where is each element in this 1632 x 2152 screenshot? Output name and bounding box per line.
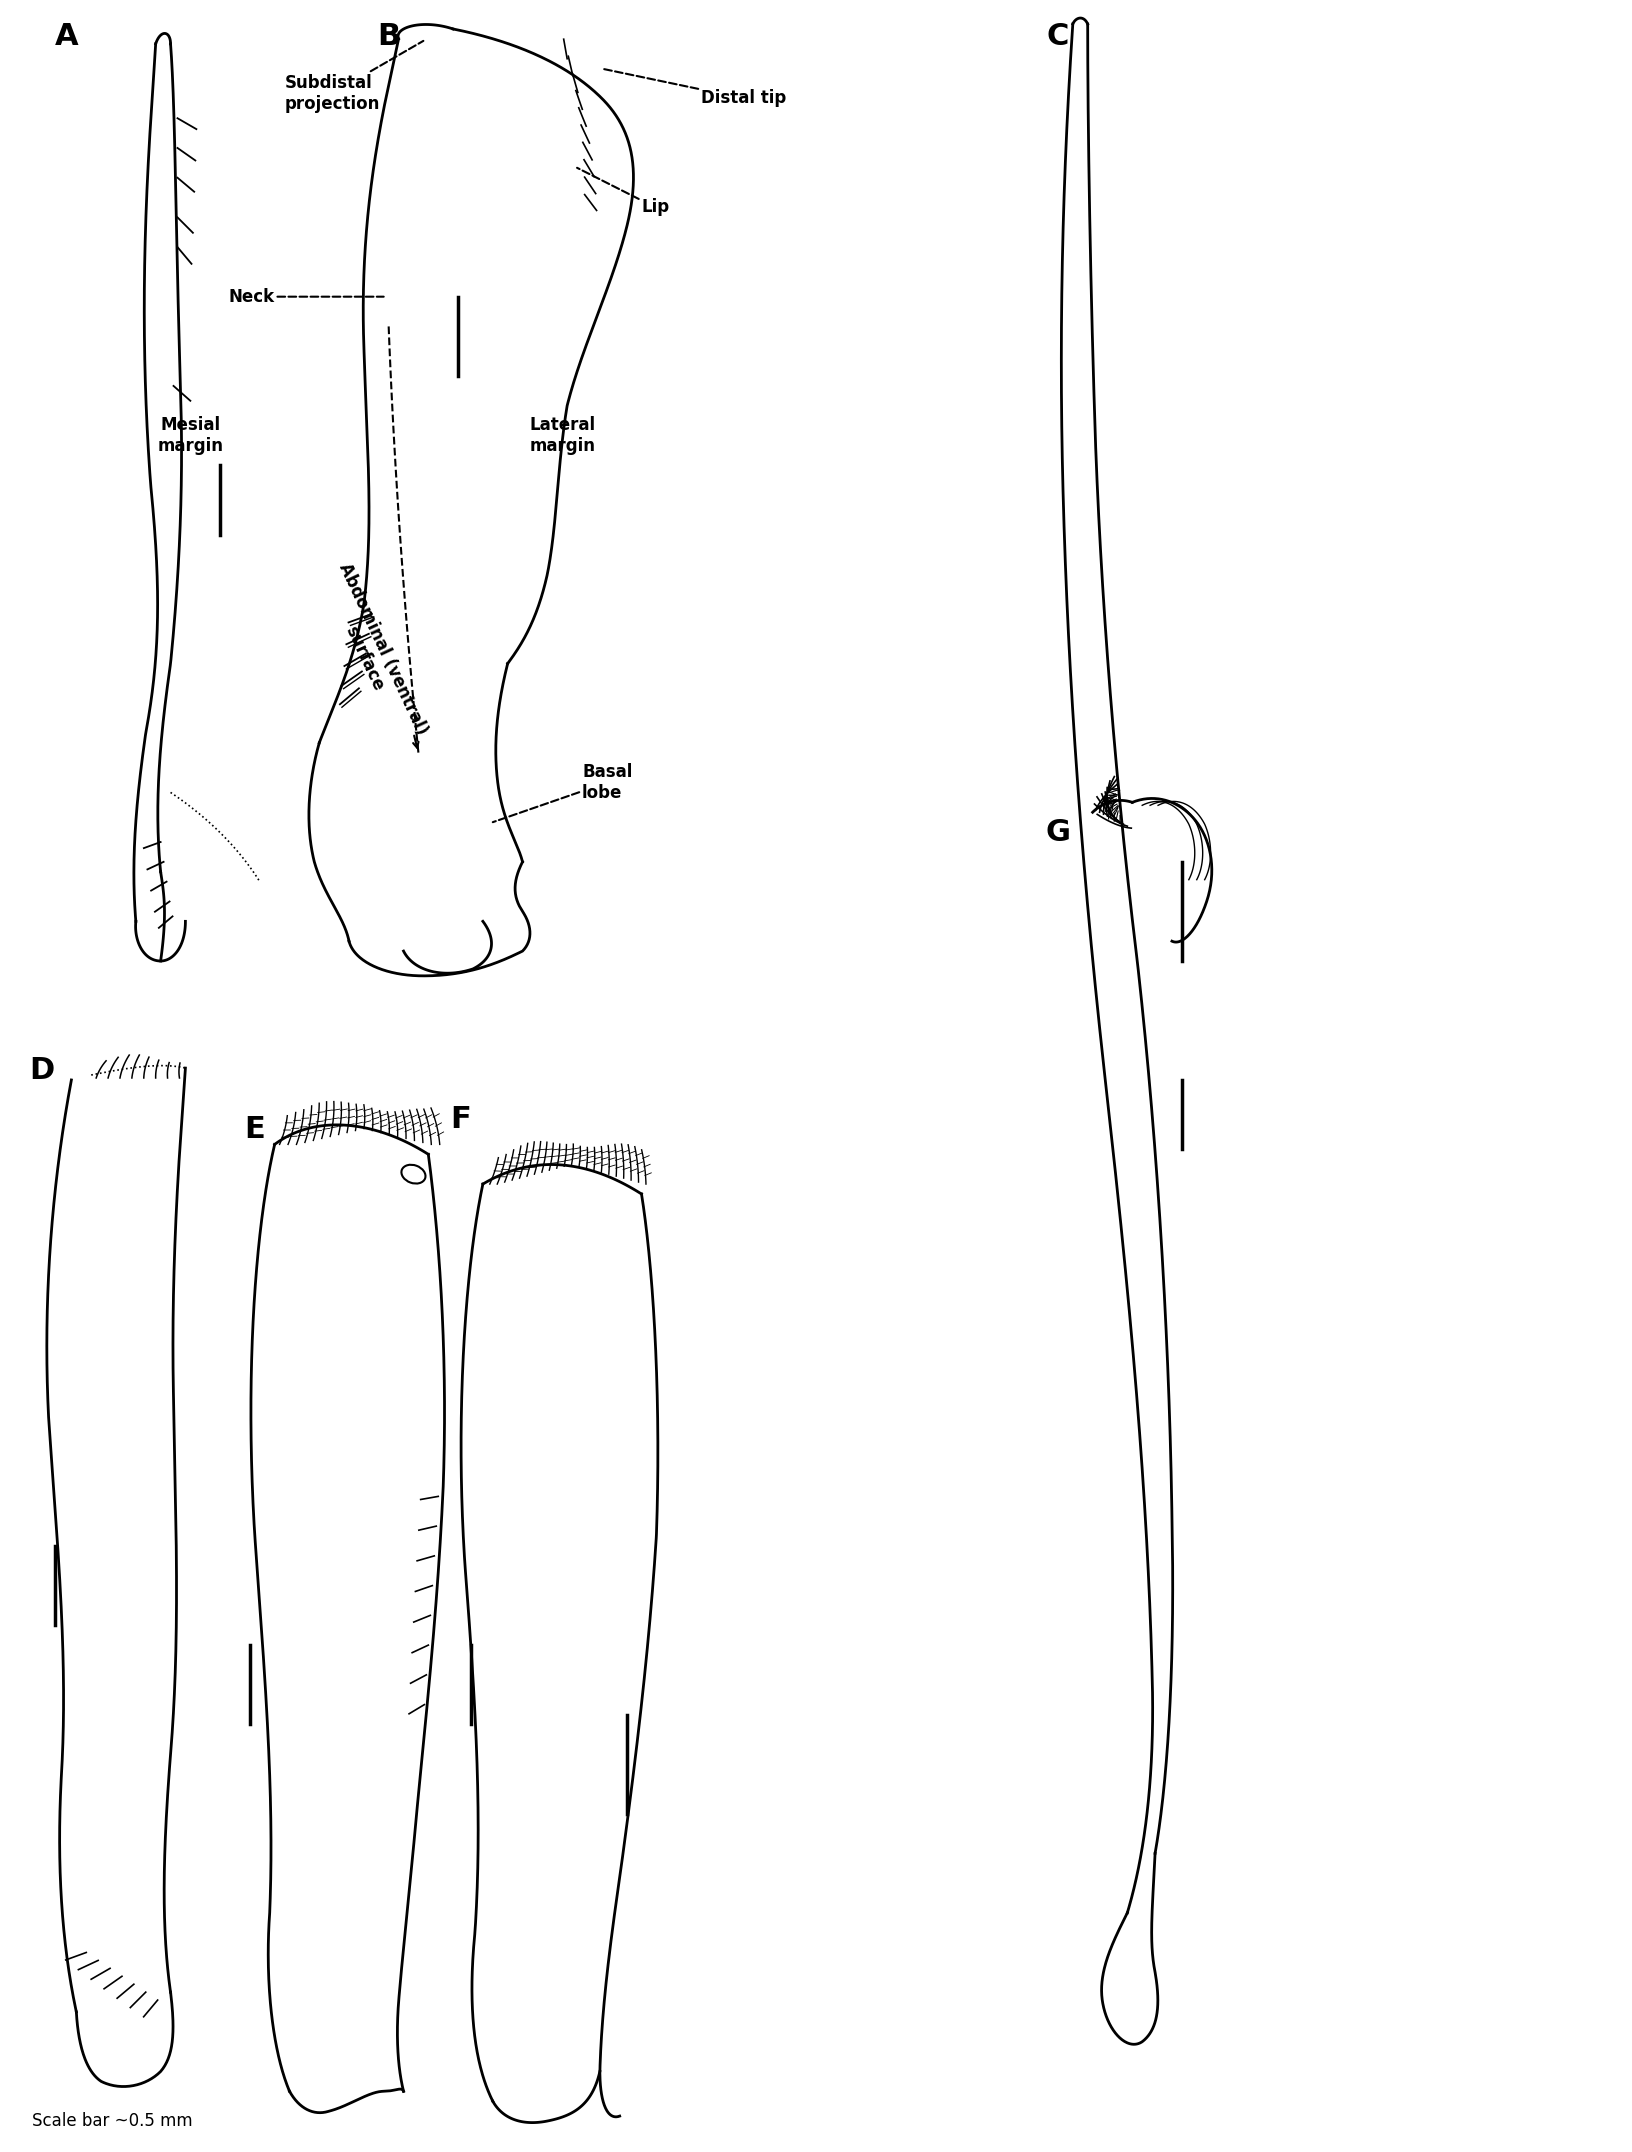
Text: Basal
lobe: Basal lobe bbox=[493, 764, 632, 822]
Text: Subdistal
projection: Subdistal projection bbox=[284, 41, 423, 112]
Text: E: E bbox=[245, 1115, 264, 1145]
Text: G: G bbox=[1044, 818, 1069, 846]
Text: Mesial
margin: Mesial margin bbox=[157, 415, 224, 454]
Text: Neck: Neck bbox=[228, 288, 384, 306]
Text: C: C bbox=[1046, 22, 1069, 52]
Text: F: F bbox=[450, 1106, 472, 1134]
Text: Distal tip: Distal tip bbox=[602, 69, 785, 108]
Text: D: D bbox=[29, 1054, 54, 1085]
Text: A: A bbox=[54, 22, 78, 52]
Text: Lip: Lip bbox=[576, 168, 669, 217]
Text: Scale bar ~0.5 mm: Scale bar ~0.5 mm bbox=[31, 2111, 193, 2130]
Text: B: B bbox=[377, 22, 400, 52]
Text: Abdominal (ventral)
surface: Abdominal (ventral) surface bbox=[317, 560, 431, 747]
Text: Lateral
margin: Lateral margin bbox=[529, 415, 596, 454]
Ellipse shape bbox=[401, 1164, 426, 1184]
